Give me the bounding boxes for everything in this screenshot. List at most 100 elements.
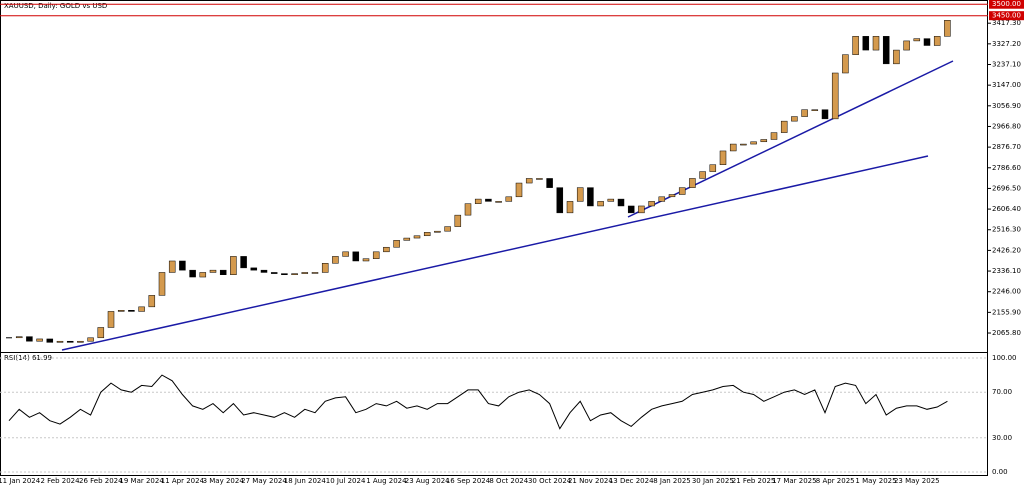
y-tick-label: 2786.60 — [992, 164, 1021, 172]
candle — [587, 187, 594, 207]
candle — [597, 201, 604, 207]
candle — [801, 109, 808, 117]
y-tick-label: 2696.50 — [992, 184, 1021, 192]
y-tick-label: 3147.00 — [992, 81, 1021, 89]
y-tick-label: 2246.00 — [992, 288, 1021, 296]
candle — [230, 256, 237, 275]
candle — [780, 120, 788, 133]
candle — [944, 20, 951, 37]
candle — [893, 49, 900, 65]
candle — [148, 295, 156, 308]
x-tick-label: 18 Jun 2024 — [284, 477, 327, 485]
y-tick-label: 2155.90 — [992, 308, 1021, 316]
candle — [842, 54, 849, 74]
candle — [291, 273, 298, 275]
x-tick-label: 19 Mar 2024 — [119, 477, 164, 485]
candle — [403, 237, 411, 241]
candle — [77, 340, 84, 343]
candle — [872, 36, 880, 51]
x-tick-label: 1 Aug 2024 — [366, 477, 407, 485]
y-tick-label: 100.00 — [992, 354, 1017, 362]
candle — [138, 306, 145, 312]
candle — [648, 201, 655, 207]
candle — [607, 198, 615, 202]
candle — [199, 272, 207, 278]
rsi-line — [8, 374, 948, 430]
candle — [209, 269, 217, 273]
candle — [15, 336, 23, 339]
candle — [760, 139, 768, 143]
x-tick-label: 8 Apr 2025 — [816, 477, 855, 485]
candle — [321, 263, 329, 273]
candle — [882, 36, 890, 65]
candle — [546, 178, 553, 188]
y-tick-label: 3327.20 — [992, 40, 1021, 48]
y-tick-label: 2606.40 — [992, 205, 1021, 213]
candle — [56, 340, 64, 343]
candle — [485, 198, 492, 202]
y-tick-label: 70.00 — [992, 388, 1012, 396]
candle — [270, 272, 278, 274]
candle — [311, 272, 319, 274]
candle — [372, 251, 380, 259]
y-tick-label: 2876.70 — [992, 143, 1021, 151]
y-tick-label: 2966.80 — [992, 122, 1021, 130]
x-tick-label: 3 May 2024 — [203, 477, 245, 485]
candle — [87, 337, 94, 342]
y-tick-label: 2065.80 — [992, 329, 1021, 337]
candle — [352, 251, 360, 262]
candle — [576, 187, 584, 202]
candle — [658, 196, 666, 202]
candle — [913, 38, 921, 42]
candle — [158, 272, 166, 296]
candle — [729, 143, 737, 152]
trend-line — [61, 155, 929, 351]
x-tick-label: 23 May 2025 — [894, 477, 940, 485]
candle — [107, 311, 115, 328]
candle — [821, 109, 829, 120]
candle — [668, 194, 676, 198]
candle — [770, 132, 778, 140]
candle — [434, 230, 441, 233]
chart-title: XAUUSD, Daily: GOLD vs USD — [4, 2, 107, 10]
candle — [464, 203, 472, 216]
candle — [413, 235, 421, 239]
candle — [505, 196, 513, 202]
x-tick-label: 8 Oct 2024 — [489, 477, 528, 485]
x-tick-label: 10 Jul 2024 — [326, 477, 366, 485]
candle — [627, 205, 635, 214]
candle — [240, 256, 247, 269]
level-label-box — [989, 0, 1024, 9]
x-tick-label: 2 Feb 2024 — [40, 477, 80, 485]
x-tick-label: 27 May 2024 — [241, 477, 287, 485]
candle — [250, 267, 258, 271]
x-tick-label: 23 Aug 2024 — [405, 477, 450, 485]
candle — [831, 72, 839, 120]
x-tick-label: 21 Feb 2025 — [732, 477, 776, 485]
candle — [617, 198, 625, 207]
candle — [923, 38, 931, 46]
candle — [260, 269, 268, 273]
y-tick-label: 3417.30 — [992, 19, 1021, 27]
candle — [933, 36, 941, 46]
x-tick-label: 26 Feb 2024 — [79, 477, 123, 485]
candle — [903, 40, 910, 51]
x-tick-label: 17 Mar 2025 — [772, 477, 816, 485]
candle — [852, 36, 859, 55]
candle — [6, 337, 12, 339]
candle — [740, 143, 747, 146]
y-tick-label: 3237.10 — [992, 60, 1021, 68]
level-label: 3500.00 — [992, 0, 1021, 8]
candle — [474, 198, 482, 204]
candle — [281, 273, 288, 275]
candle — [515, 182, 523, 198]
candle — [689, 178, 696, 188]
candle — [117, 310, 125, 312]
candle — [454, 214, 462, 227]
candle — [444, 226, 451, 232]
candle — [189, 269, 196, 278]
candle — [362, 258, 370, 262]
candle — [128, 310, 135, 312]
level-label: 3450.00 — [992, 12, 1021, 20]
